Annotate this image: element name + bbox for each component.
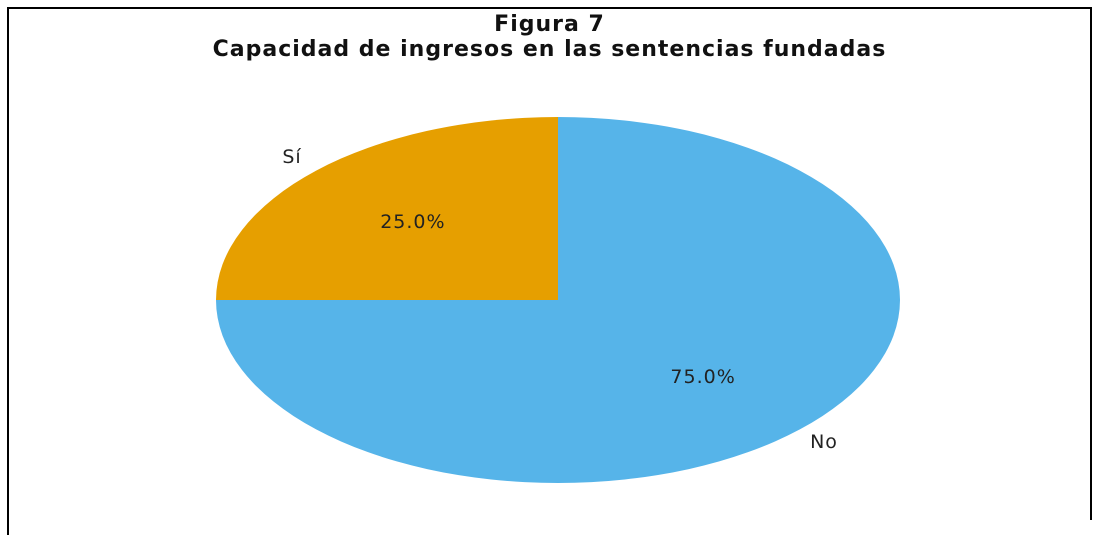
slice-label: Sí <box>282 146 301 168</box>
value-label: 25.0% <box>380 211 445 233</box>
chart-title: Figura 7 Capacidad de ingresos en las se… <box>212 12 887 62</box>
slice-label: No <box>810 431 838 453</box>
pie-slice <box>216 117 900 483</box>
pie-slice <box>216 117 558 300</box>
value-label: 75.0% <box>670 366 735 388</box>
frame <box>7 7 1092 535</box>
